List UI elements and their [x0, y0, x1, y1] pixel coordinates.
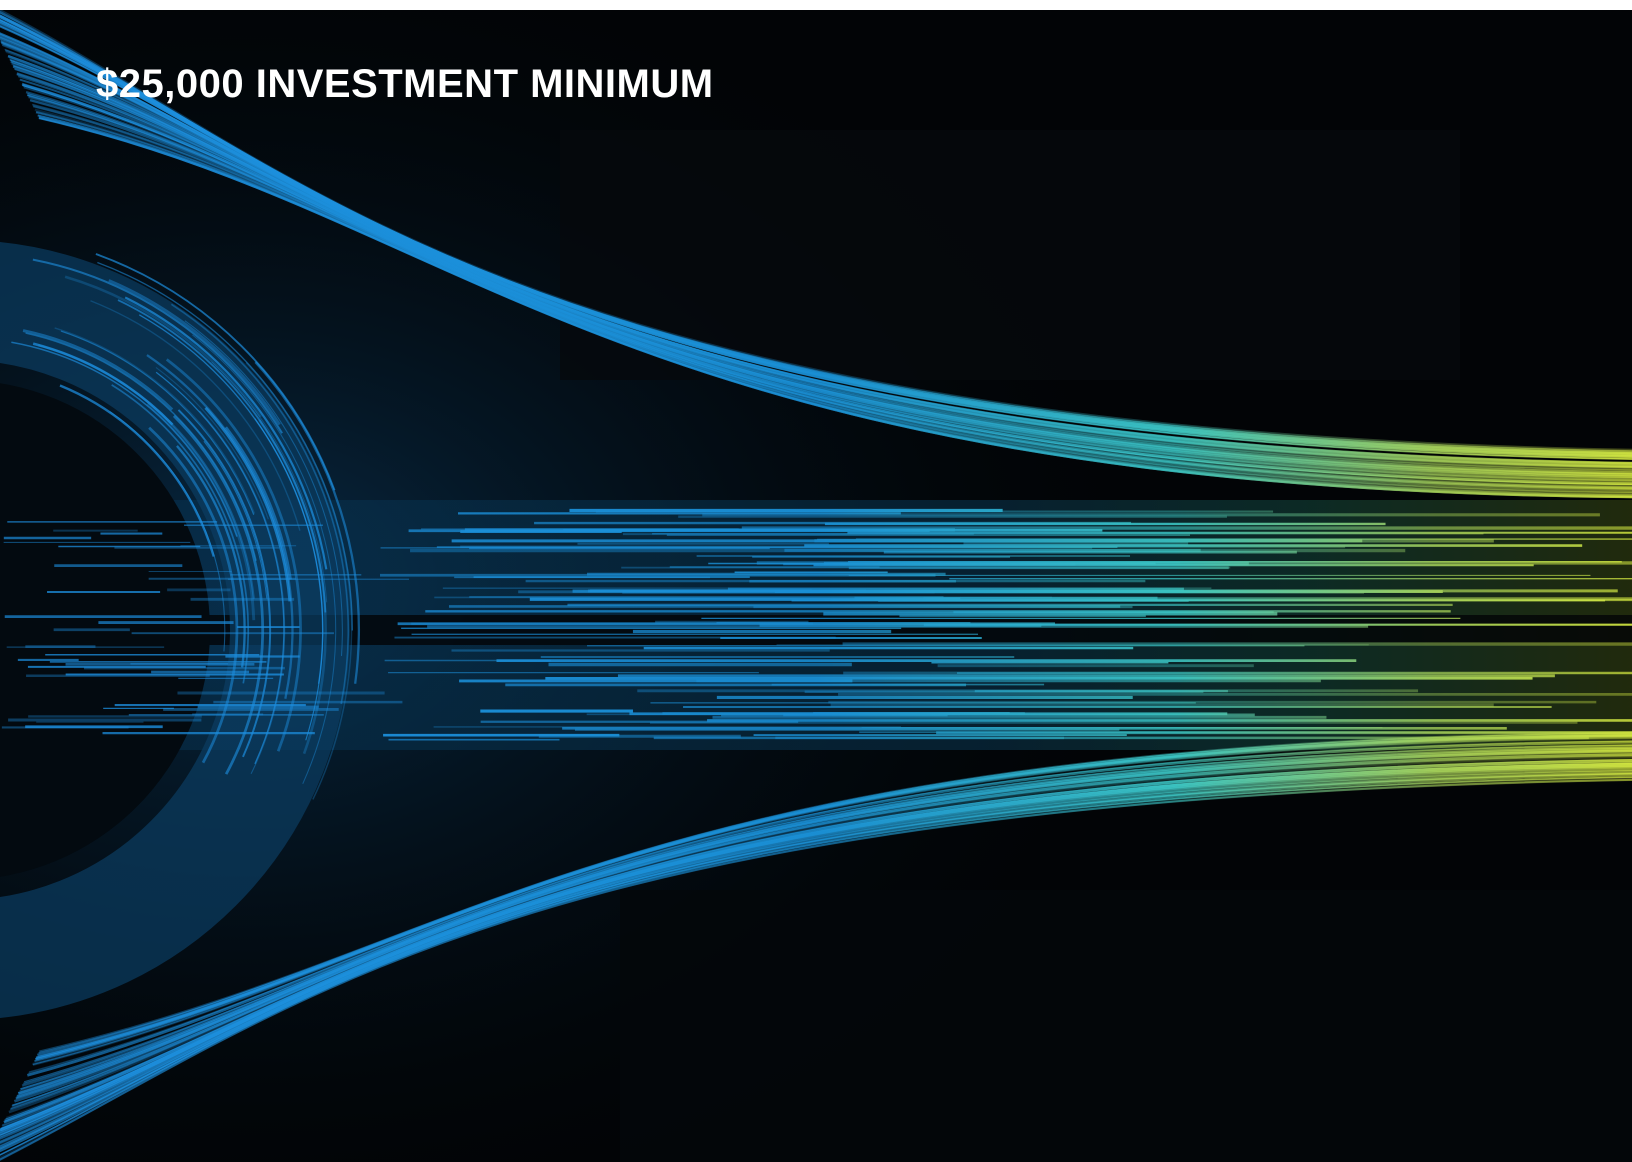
light-trail: [54, 327, 256, 514]
light-trail: [37, 114, 1632, 498]
light-trail: [172, 414, 264, 775]
light-trail: [28, 740, 1632, 1074]
light-trail: [32, 342, 174, 426]
light-trail: [199, 410, 286, 775]
light-trail: [11, 61, 1632, 477]
light-trail: [25, 332, 257, 561]
light-trail: [155, 371, 285, 765]
light-trail: [17, 75, 1632, 482]
light-trail: [177, 409, 272, 758]
aerial-highway-photo: [0, 10, 1632, 1162]
light-trail: [203, 440, 268, 599]
light-trail: [0, 768, 1632, 1143]
light-trail: [32, 103, 1632, 493]
light-trail: [176, 445, 246, 668]
light-trail: [165, 358, 302, 752]
light-trail: [0, 771, 1632, 1149]
light-trail: [245, 362, 353, 800]
hero-image: $25,000 INVESTMENT MINIMUM: [0, 10, 1632, 1162]
light-trail: [146, 354, 294, 699]
headline: $25,000 INVESTMENT MINIMUM: [96, 62, 714, 106]
light-trail: [155, 366, 269, 520]
light-trail: [28, 96, 1632, 490]
light-trail: [170, 303, 350, 705]
light-trail: [111, 384, 250, 684]
light-trail: [0, 764, 1632, 1135]
light-trail: [204, 406, 292, 602]
light-trail: [64, 275, 262, 418]
light-trail: [22, 329, 174, 411]
light-trail: [60, 330, 255, 515]
roundabout: [0, 242, 350, 1018]
light-trail: [192, 334, 337, 785]
light-trail: [0, 762, 1632, 1130]
roundabout-center: [0, 383, 210, 877]
light-trail: [146, 402, 256, 621]
light-trail: [97, 261, 353, 631]
light-trail: [39, 731, 1632, 1053]
light-trail: [184, 320, 343, 656]
light-trail: [0, 38, 1632, 467]
light-trail: [0, 10, 1632, 452]
light-trail: [90, 300, 301, 531]
light-trail: [23, 744, 1632, 1084]
light-trail: [4, 49, 1632, 472]
light-trail: [1, 761, 1632, 1127]
light-trail: [138, 314, 324, 684]
light-trail: [258, 419, 327, 755]
light-trail: [0, 777, 1632, 1160]
light-trail: [254, 361, 360, 684]
light-trail: [148, 426, 239, 764]
buildings: [560, 130, 1460, 380]
light-trail: [23, 86, 1632, 486]
light-trail: [15, 750, 1632, 1100]
light-trail: [211, 361, 328, 603]
light-trail: [224, 426, 292, 580]
light-trail: [38, 344, 255, 599]
light-trail: [0, 33, 1632, 465]
light-trail: [124, 296, 328, 570]
light-trail: [35, 734, 1632, 1061]
light-trail: [11, 341, 238, 537]
light-trail: [117, 299, 327, 613]
light-trail: [9, 754, 1632, 1111]
light-trails: [0, 10, 1632, 1161]
light-trail: [0, 20, 1632, 458]
light-trail: [32, 258, 283, 434]
light-trail: [59, 384, 215, 557]
light-trail: [108, 279, 281, 426]
ground: [620, 890, 1632, 1162]
